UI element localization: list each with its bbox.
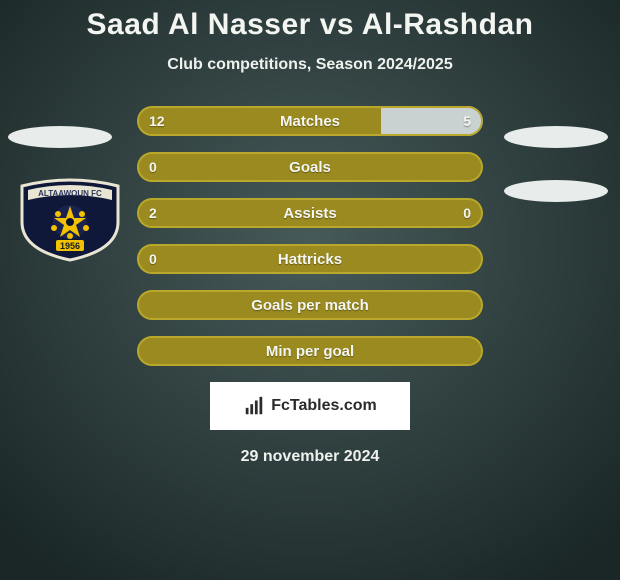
stat-label: Goals bbox=[137, 152, 483, 182]
page-subtitle: Club competitions, Season 2024/2025 bbox=[0, 56, 620, 74]
stat-value-player2: 5 bbox=[463, 106, 471, 136]
footer-brand-box: FcTables.com bbox=[210, 382, 410, 430]
player2-badge-placeholder-1 bbox=[504, 126, 608, 148]
stat-row: Hattricks0 bbox=[137, 244, 483, 274]
stat-value-player1: 0 bbox=[149, 244, 157, 274]
stat-label: Hattricks bbox=[137, 244, 483, 274]
stat-label: Matches bbox=[137, 106, 483, 136]
stat-label: Assists bbox=[137, 198, 483, 228]
content: Saad Al Nasser vs Al-Rashdan Club compet… bbox=[0, 0, 620, 580]
footer-date: 29 november 2024 bbox=[0, 448, 620, 466]
stat-row: Goals0 bbox=[137, 152, 483, 182]
stat-label: Min per goal bbox=[137, 336, 483, 366]
stat-row: Matches12 5 bbox=[137, 106, 483, 136]
page-title: Saad Al Nasser vs Al-Rashdan bbox=[0, 8, 620, 42]
stat-value-player2: 0 bbox=[463, 198, 471, 228]
club-logo-top-text: ALTAAWOUN FC bbox=[38, 189, 102, 198]
footer-brand-text: FcTables.com bbox=[271, 397, 377, 415]
stat-value-player1: 0 bbox=[149, 152, 157, 182]
stat-value-player1: 12 bbox=[149, 106, 165, 136]
club-logo: ALTAAWOUN FC 1956 bbox=[18, 178, 122, 262]
stat-value-player1: 2 bbox=[149, 198, 157, 228]
stat-row: Min per goal bbox=[137, 336, 483, 366]
player2-badge-placeholder-2 bbox=[504, 180, 608, 202]
club-logo-year: 1956 bbox=[60, 241, 80, 251]
chart-icon bbox=[243, 395, 265, 417]
stat-row: Goals per match bbox=[137, 290, 483, 320]
player1-badge-placeholder bbox=[8, 126, 112, 148]
stat-row: Assists2 0 bbox=[137, 198, 483, 228]
stat-label: Goals per match bbox=[137, 290, 483, 320]
